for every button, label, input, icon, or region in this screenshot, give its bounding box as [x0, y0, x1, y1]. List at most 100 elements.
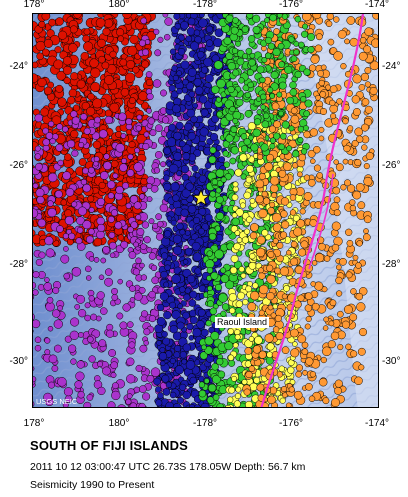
earthquake-marker [242, 53, 249, 60]
earthquake-marker [176, 222, 184, 230]
earthquake-marker [34, 145, 41, 152]
earthquake-marker [241, 379, 248, 385]
earthquake-marker [148, 252, 157, 260]
earthquake-marker [240, 272, 247, 279]
earthquake-marker [98, 339, 107, 348]
earthquake-marker [261, 190, 268, 198]
event-info: 2011 10 12 03:00:47 UTC 26.73S 178.05W D… [30, 461, 306, 473]
earthquake-marker [319, 107, 328, 116]
earthquake-marker [77, 391, 85, 399]
earthquake-marker [358, 51, 368, 61]
earthquake-marker [256, 65, 265, 74]
earthquake-marker [161, 252, 169, 260]
earthquake-marker [266, 153, 274, 162]
earthquake-marker [215, 168, 225, 178]
earthquake-marker [295, 364, 304, 372]
earthquake-marker [273, 132, 281, 140]
earthquake-marker [33, 281, 37, 289]
earthquake-marker [185, 182, 194, 191]
earthquake-marker [234, 393, 241, 400]
earthquake-marker [127, 153, 134, 160]
earthquake-marker [148, 218, 155, 225]
earthquake-marker [329, 104, 338, 114]
earthquake-marker [83, 127, 91, 135]
earthquake-marker [176, 321, 185, 330]
earthquake-marker [200, 66, 209, 74]
earthquake-marker [239, 153, 248, 162]
earthquake-marker [186, 27, 196, 36]
earthquake-marker [138, 286, 146, 294]
earthquake-marker [276, 14, 283, 19]
earthquake-marker [332, 186, 341, 195]
earthquake-marker [331, 398, 340, 407]
earthquake-marker [252, 14, 261, 23]
earthquake-marker [267, 207, 275, 215]
earthquake-marker [292, 150, 300, 158]
earthquake-marker [223, 36, 232, 45]
earthquake-marker [227, 328, 234, 335]
earthquake-marker [163, 281, 170, 288]
earthquake-marker [43, 392, 53, 402]
earthquake-marker [33, 177, 36, 185]
top-tick: -178° [192, 0, 218, 10]
earthquake-marker [194, 172, 201, 179]
earthquake-marker [209, 190, 217, 198]
earthquake-marker [297, 136, 304, 144]
seismicity-map[interactable] [32, 13, 379, 408]
earthquake-marker [182, 311, 190, 320]
earthquake-marker [47, 172, 58, 183]
earthquake-marker [229, 307, 236, 314]
earthquake-marker [48, 381, 55, 389]
earthquake-marker [111, 294, 119, 301]
earthquake-marker [201, 344, 207, 351]
left-tick: -26° [9, 160, 28, 171]
earthquake-marker [98, 181, 106, 189]
earthquake-marker [169, 48, 177, 55]
earthquake-marker [280, 197, 290, 206]
earthquake-marker [329, 299, 337, 307]
earthquake-marker [112, 172, 119, 179]
earthquake-marker [224, 341, 234, 351]
map-credit: USGS NEIC [36, 397, 78, 406]
earthquake-marker [64, 215, 74, 226]
earthquake-marker [107, 215, 115, 223]
earthquake-marker [115, 143, 125, 153]
top-tick: 180° [108, 0, 130, 10]
earthquake-marker [171, 274, 181, 284]
earthquake-marker [166, 215, 173, 222]
earthquake-marker [142, 142, 150, 151]
earthquake-marker [138, 385, 147, 393]
earthquake-marker [330, 113, 337, 120]
earthquake-marker [229, 105, 236, 113]
earthquake-marker [74, 304, 81, 310]
earthquake-marker [342, 158, 349, 165]
earthquake-marker [231, 217, 240, 226]
earthquake-marker [349, 313, 358, 322]
earthquake-marker [235, 386, 242, 393]
earthquake-marker [244, 91, 251, 99]
earthquake-marker [238, 77, 245, 84]
earthquake-marker [204, 336, 214, 346]
earthquake-marker [301, 14, 312, 22]
earthquake-marker [62, 233, 69, 240]
earthquake-marker [247, 81, 254, 89]
earthquake-marker [242, 84, 250, 92]
earthquake-marker [36, 52, 44, 61]
earthquake-marker [104, 115, 113, 125]
earthquake-marker [159, 347, 166, 353]
earthquake-marker [187, 204, 197, 214]
earthquake-marker [70, 358, 77, 365]
earthquake-marker [161, 116, 170, 124]
earthquake-marker [278, 61, 285, 68]
earthquake-marker [45, 248, 55, 258]
earthquake-marker [315, 33, 323, 41]
earthquake-marker [245, 371, 253, 379]
earthquake-marker [260, 143, 269, 152]
earthquake-marker [310, 281, 316, 287]
earthquake-marker [203, 57, 213, 67]
earthquake-marker [261, 229, 269, 237]
earthquake-marker [355, 292, 364, 301]
earthquake-marker [230, 126, 238, 134]
earthquake-marker [117, 278, 123, 285]
earthquake-marker [52, 287, 60, 294]
